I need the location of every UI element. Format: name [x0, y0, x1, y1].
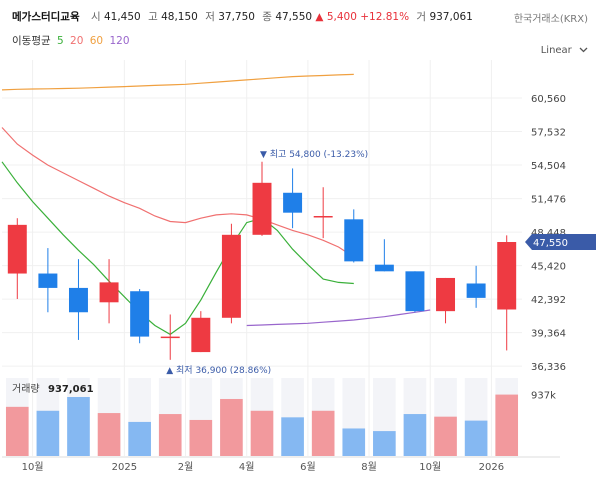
volume-bar: [128, 421, 151, 456]
y-tick-label: 57,532: [531, 128, 566, 139]
y-tick-label: 42,392: [531, 295, 566, 306]
volume-bar: [36, 410, 60, 456]
candle-body: [68, 287, 88, 313]
low-value: 37,750: [218, 11, 255, 23]
y-tick-label: 39,364: [531, 329, 566, 340]
volume-bar: [158, 414, 182, 456]
last-price-tag: [525, 234, 596, 250]
candle-body: [252, 182, 272, 235]
volume-label: 거: [416, 11, 427, 23]
ma-legend[interactable]: 이동평균 5 20 60 120: [12, 33, 133, 48]
volume-bar: [495, 394, 519, 456]
candle-body: [191, 317, 211, 353]
y-tick-label: 54,504: [531, 161, 566, 172]
volume-bar: [403, 414, 427, 456]
candle-body: [221, 234, 241, 318]
stock-name: 메가스터디교육: [12, 11, 80, 23]
candle-body: [7, 224, 27, 274]
scale-selector[interactable]: Linear: [540, 45, 588, 56]
x-tick-label: 10월: [22, 461, 44, 473]
ma-legend-5[interactable]: 5: [56, 35, 64, 47]
ma-legend-60[interactable]: 60: [89, 35, 104, 47]
high-annotation: ▼ 최고 54,800 (-13.23%): [260, 149, 368, 160]
x-tick-label: 2026: [479, 462, 504, 473]
volume-bar: [250, 410, 274, 456]
change-percent: +12.81%: [360, 11, 410, 23]
x-tick-label: 10월: [419, 461, 441, 473]
candle-body: [99, 282, 119, 303]
x-tick-label: 2월: [178, 461, 194, 473]
data-source: 한국거래소(KRX): [513, 14, 588, 25]
open-label: 시: [90, 11, 101, 23]
scale-label: Linear: [540, 45, 572, 56]
ma-legend-title: 이동평균: [12, 35, 51, 47]
y-tick-label: 48,448: [531, 228, 566, 239]
ma-legend-20[interactable]: 20: [70, 35, 84, 47]
low-annotation: ▲ 최저 36,900 (28.86%): [166, 365, 271, 376]
high-value: 48,150: [161, 11, 198, 23]
candle-body: [283, 192, 303, 213]
stock-header: 메가스터디교육 시 41,450 고 48,150 저 37,750 종 47,…: [12, 9, 473, 24]
chevron-down-icon: [579, 47, 588, 53]
open-value: 41,450: [103, 11, 141, 23]
volume-bar: [189, 419, 213, 456]
volume-bar: [342, 428, 366, 456]
x-tick-label: 8월: [361, 461, 377, 473]
y-tick-label: 51,476: [531, 195, 566, 206]
x-tick-label: 2025: [112, 462, 137, 473]
volume-bar: [373, 431, 396, 456]
y-tick-label: 36,336: [531, 362, 566, 373]
ma5-line: [1, 161, 354, 336]
close-value: 47,550: [275, 11, 313, 23]
volume-bar: [5, 406, 29, 456]
y-tick-label: 45,420: [531, 262, 566, 273]
candle-body: [130, 291, 150, 337]
close-label: 종: [262, 11, 272, 23]
ma20-line: [1, 127, 355, 258]
volume-bar: [67, 397, 90, 456]
volume-bar: [220, 398, 243, 456]
volume-bar: [97, 413, 121, 456]
ma120-line: [246, 309, 431, 327]
volume-label: 거래량: [12, 383, 40, 395]
volume-bar: [311, 410, 335, 456]
ma-legend-120[interactable]: 120: [109, 35, 130, 47]
volume-tick-label: 937k: [531, 391, 556, 402]
candle-body: [344, 219, 364, 262]
candle-body: [160, 336, 180, 339]
candle-body: [374, 264, 394, 272]
last-price-label: 47,550: [533, 238, 568, 249]
candle-body: [405, 271, 425, 312]
y-tick-label: 60,560: [531, 94, 566, 105]
ma60-line: [1, 73, 354, 91]
change-value: ▲ 5,400: [315, 11, 357, 23]
x-tick-label: 6월: [300, 461, 316, 473]
volume-bar: [281, 417, 304, 456]
candle-body: [313, 216, 333, 218]
volume-bar: [434, 416, 457, 456]
candle-body: [466, 283, 486, 298]
x-tick-label: 4월: [239, 461, 255, 473]
low-label: 저: [205, 11, 215, 23]
volume-bar: [464, 420, 488, 456]
volume-value: 937,061: [429, 11, 473, 23]
candle-body: [436, 277, 456, 312]
volume-last-value: 937,061: [48, 384, 94, 395]
high-label: 고: [148, 11, 158, 23]
candle-body: [38, 273, 58, 288]
candle-body: [497, 242, 517, 310]
